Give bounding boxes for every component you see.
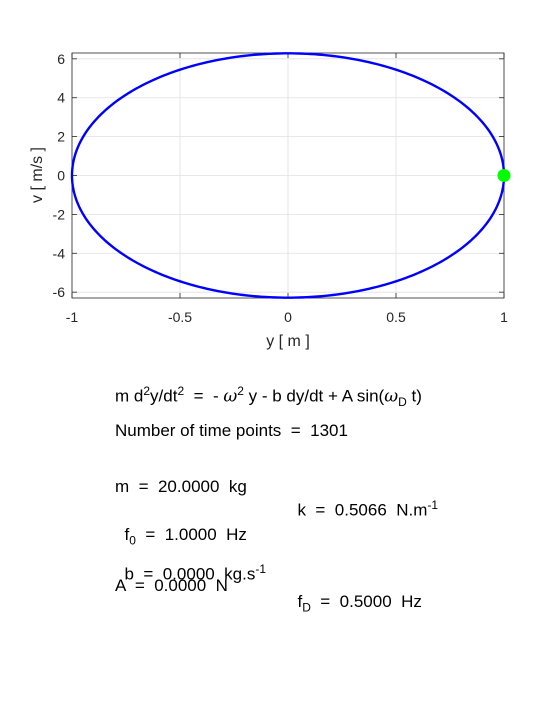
y-axis-label: v [ m/s ]	[29, 147, 46, 203]
x-tick-label: -1	[66, 309, 79, 325]
x-tick-labels: -1 -0.5 0 0.5 1	[66, 309, 508, 325]
natural-frequency-param: f0 = 1.0000 Hz	[124, 525, 247, 548]
x-tick-label: 0	[284, 309, 292, 325]
drive-frequency-param: fD = 0.5000 Hz	[297, 592, 422, 615]
y-tick-label: -4	[53, 245, 66, 261]
phase-ellipse-line	[70, 52, 506, 299]
y-tick-label: 6	[57, 51, 65, 67]
grid-lines	[71, 53, 505, 298]
x-tick-label: 1	[500, 309, 508, 325]
y-tick-labels: -6 -4 -2 0 2 4 6	[53, 51, 66, 300]
time-points-text: Number of time points = 1301	[115, 421, 348, 440]
drive-amplitude-param: A = 0.0000 N	[115, 576, 228, 595]
y-tick-label: 2	[57, 129, 65, 145]
current-state-marker	[497, 169, 511, 182]
x-tick-label: -0.5	[168, 309, 192, 325]
phase-space-chart: -1 -0.5 0 0.5 1 -6 -4 -2 0 2 4 6 y [ m ] v [ m/s ]	[29, 51, 511, 350]
damping-param: b = 0.0000 kg.s-1	[124, 562, 267, 584]
y-tick-label: -6	[53, 284, 66, 300]
y-tick-label: 0	[57, 168, 65, 184]
equation-text: m d2y/dt2 = - ω2 y - b dy/dt + A sin(ωD …	[115, 384, 422, 410]
x-axis-label: y [ m ]	[266, 333, 310, 350]
y-tick-label: -2	[53, 206, 66, 222]
y-tick-label: 4	[57, 90, 65, 106]
spring-constant-param: k = 0.5066 N.m-1	[297, 498, 439, 520]
x-tick-label: 0.5	[386, 309, 406, 325]
axis-ticks	[71, 53, 505, 298]
mass-param: m = 20.0000 kg	[115, 477, 247, 496]
